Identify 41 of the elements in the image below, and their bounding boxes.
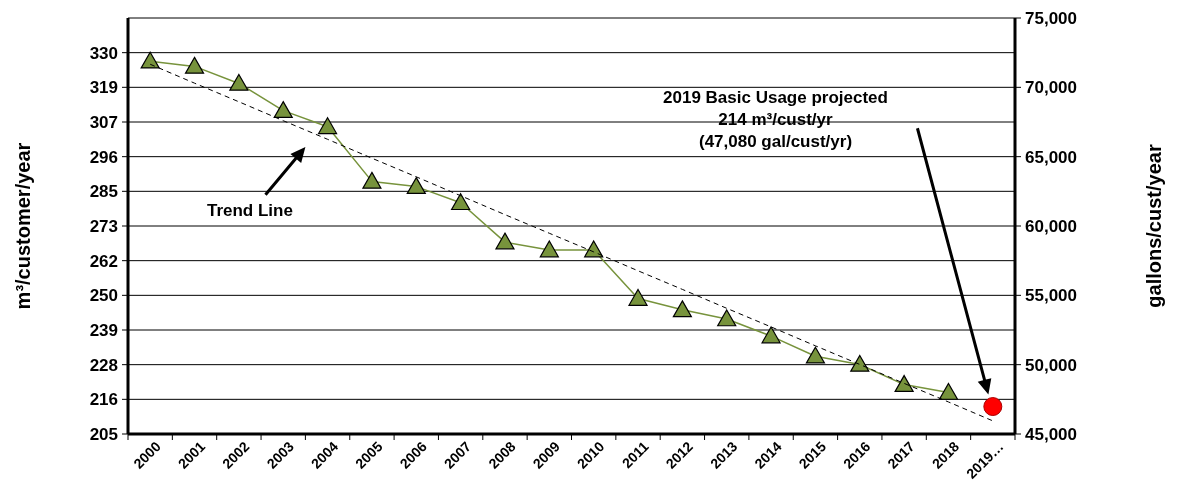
y-tick-label: 330 bbox=[89, 43, 118, 63]
point bbox=[761, 326, 781, 344]
y-tick-label: 216 bbox=[89, 390, 118, 410]
y2-axis-title: gallons/cust/year bbox=[1143, 144, 1165, 308]
y2-tick-label: 60,000 bbox=[1025, 216, 1077, 236]
point bbox=[938, 382, 959, 400]
point bbox=[229, 73, 249, 91]
y-tick-label: 296 bbox=[89, 147, 118, 167]
annotation: Trend Line bbox=[206, 200, 293, 220]
y-tick-label: 262 bbox=[89, 251, 118, 271]
y2-tick-label: 45,000 bbox=[1025, 424, 1077, 444]
y2-tick-label: 55,000 bbox=[1025, 286, 1077, 306]
y-tick-label: 250 bbox=[89, 286, 118, 306]
point bbox=[362, 171, 382, 189]
point bbox=[317, 117, 338, 135]
y-axis-title: m³/customer/year bbox=[12, 142, 34, 310]
y-tick-label: 273 bbox=[89, 216, 118, 236]
point bbox=[717, 309, 737, 327]
point bbox=[850, 354, 870, 372]
y-tick-label: 205 bbox=[89, 424, 118, 444]
y2-tick-label: 50,000 bbox=[1025, 355, 1077, 375]
y2-tick-label: 65,000 bbox=[1025, 147, 1077, 167]
point bbox=[184, 56, 205, 74]
point bbox=[983, 397, 1003, 417]
y-tick-label: 285 bbox=[89, 182, 118, 202]
point bbox=[805, 346, 826, 364]
point bbox=[539, 240, 559, 258]
point bbox=[628, 288, 648, 306]
y-tick-label: 228 bbox=[89, 355, 118, 375]
point bbox=[451, 193, 471, 211]
point bbox=[672, 300, 692, 318]
y2-tick-label: 75,000 bbox=[1025, 8, 1077, 28]
point bbox=[495, 232, 515, 250]
y-tick-label: 307 bbox=[89, 112, 118, 132]
point bbox=[406, 176, 426, 194]
point bbox=[273, 101, 293, 118]
y-tick-label: 239 bbox=[89, 320, 118, 340]
y2-tick-label: 70,000 bbox=[1025, 78, 1077, 98]
point bbox=[140, 51, 160, 69]
y-tick-label: 319 bbox=[89, 78, 118, 98]
annotation: 2019 Basic Usage projected 214 m³/cust/yr (47,080 gal/cust/yr) bbox=[663, 88, 888, 152]
